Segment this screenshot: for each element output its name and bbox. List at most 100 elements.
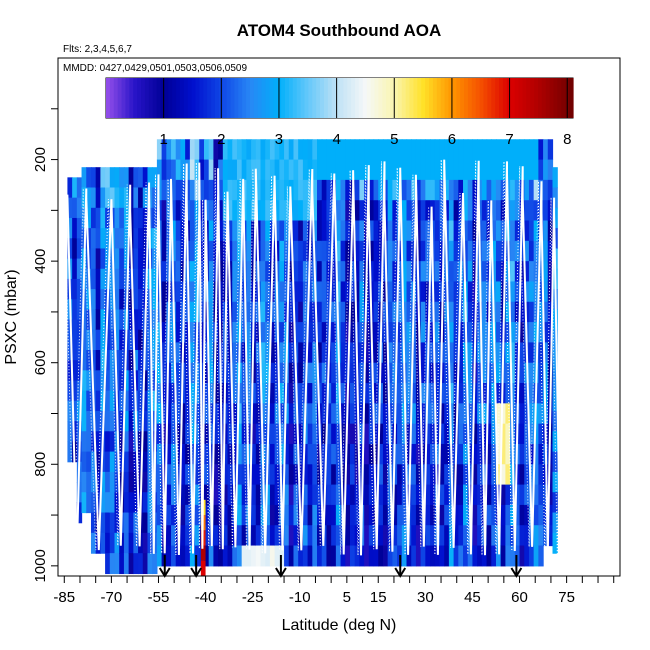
curtain-cell [481,301,488,323]
curtain-cell [293,443,299,465]
colorbar-cell [304,78,309,118]
curtain-cell [114,268,120,290]
curtain-cell [331,484,337,506]
curtain-cell [142,512,149,534]
curtain-cell [241,322,247,343]
curtain-cell [119,207,125,229]
curtain-cell [288,322,295,343]
curtain-cell [298,342,304,364]
curtain-cell [481,261,488,283]
curtain-cell [123,471,130,493]
curtain-cell [331,362,337,384]
curtain-cell [510,139,516,161]
curtain-cell [203,342,210,364]
curtain-cell [547,159,554,181]
curtain-cell [519,301,525,323]
curtain-cell [128,553,134,575]
curtain-cell [255,423,262,445]
curtain-cell [208,545,215,567]
curtain-cell [128,451,134,473]
curtain-cell [524,179,530,201]
curtain-cell [67,339,73,361]
curtain-cell [538,504,544,526]
curtain-cell [477,545,483,567]
curtain-cell [406,545,412,567]
curtain-cell [401,484,408,506]
curtain-cell [453,200,459,222]
colorbar-cell [230,78,236,118]
curtain-cell [279,423,285,445]
curtain-cell [284,281,290,303]
curtain-cell [425,525,431,547]
curtain-cell [430,139,436,161]
curtain-cell [387,139,393,161]
curtain-cell [340,301,346,323]
curtain-cell [491,159,497,181]
curtain-cell [430,322,436,343]
curtain-cell [331,504,337,526]
curtain-cell [185,504,191,526]
curtain-cell [538,362,544,384]
curtain-cell [76,278,83,300]
curtain-cell [288,383,295,404]
curtain-cell [194,240,200,262]
curtain-cell [142,553,149,575]
curtain-cell [453,159,459,181]
curtain-cell [298,464,304,486]
curtain-cell [467,423,474,445]
curtain-cell [458,484,464,506]
colorbar-cell [137,78,142,118]
curtain-cell [528,159,535,181]
curtain-cell [472,484,478,506]
curtain-cell [138,329,144,351]
curtain-cell [401,179,408,201]
curtain-cell [547,322,554,343]
curtain-cell [331,281,337,303]
curtain-cell [109,553,116,575]
curtain-cell [321,139,328,161]
curtain-cell [293,179,299,201]
colorbar-cell [234,78,239,118]
curtain-cell [430,525,436,547]
curtain-cell [378,179,384,201]
curtain-cell [345,139,351,161]
curtain-cell [359,139,365,161]
colorbar-cell [491,78,496,118]
curtain-cell [472,443,478,465]
curtain-cell [194,403,200,425]
curtain-cell [340,159,346,181]
curtain-cell [458,504,464,526]
colorbar-cell [370,78,376,118]
curtain-cell [72,421,78,443]
curtain-cell [364,179,370,201]
colorbar-tick-label: 7 [505,131,513,148]
curtain-cell [510,342,516,364]
curtain-cell [524,423,530,445]
curtain-cell [486,200,492,222]
curtain-cell [411,383,417,404]
flight-track-dotted [58,159,565,556]
curtain-cell [528,403,535,425]
curtain-cell [279,342,285,364]
curtain-cell [321,301,328,323]
curtain-cell [528,362,535,384]
curtain-cell [387,240,393,262]
chart-title: ATOM4 Southbound AOA [237,21,442,40]
curtain-cell [420,301,426,323]
curtain-cell [161,443,167,465]
curtain-cell [500,200,506,222]
curtain-cell [345,220,351,242]
curtain-cell [538,139,544,161]
curtain-cell [119,370,125,392]
curtain-cell [180,545,186,567]
curtain-cell [439,240,445,262]
curtain-cell [138,167,144,189]
curtain-cell [255,362,262,384]
curtain-cell [335,484,342,506]
curtain-cell [364,322,370,343]
curtain-cell [415,383,422,404]
curtain-cell [133,451,139,473]
curtain-cell [359,423,365,445]
curtain-cell [274,525,280,547]
curtain-cell [425,403,431,425]
